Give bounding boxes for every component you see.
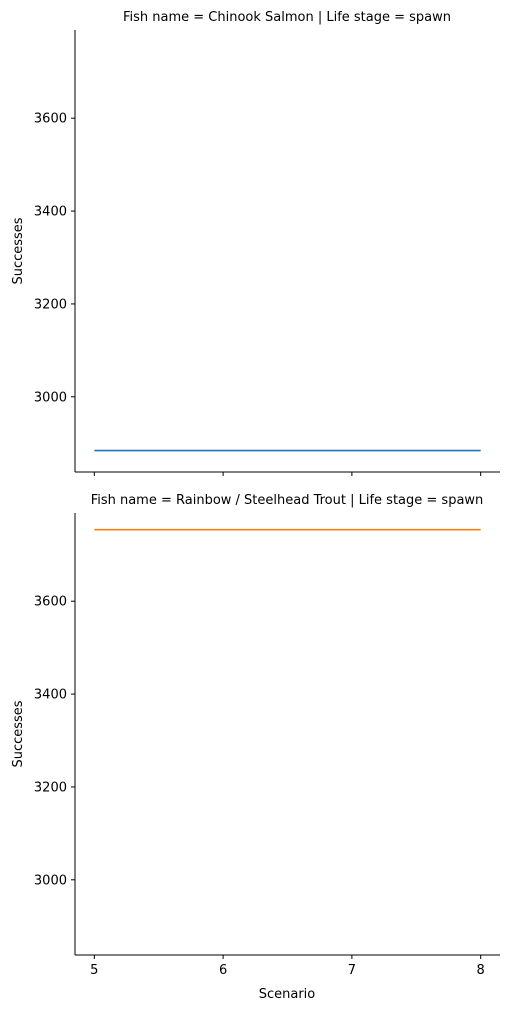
- x-tick-label: 5: [90, 963, 98, 978]
- y-tick-label: 3400: [34, 688, 67, 703]
- tick-group: 3000 3200 3400 3600: [34, 112, 482, 476]
- y-tick-label: 3600: [34, 595, 67, 610]
- x-tick-label: 6: [219, 963, 227, 978]
- y-tick-label: 3000: [34, 873, 67, 888]
- y-tick-label: 3200: [34, 780, 67, 795]
- facet-title: Fish name = Rainbow / Steelhead Trout | …: [91, 493, 484, 508]
- x-tick-label: 7: [348, 963, 356, 978]
- y-axis-label: Successes: [11, 700, 26, 767]
- y-tick-label: 3600: [34, 112, 67, 127]
- x-tick-label: 8: [477, 963, 485, 978]
- tick-group: 3000 3200 3400 3600 5 6 7 8: [34, 595, 485, 978]
- y-tick-label: 3400: [34, 205, 67, 220]
- facet-rainbow-steelhead-trout: Fish name = Rainbow / Steelhead Trout | …: [11, 493, 500, 1002]
- y-tick-label: 3000: [34, 390, 67, 405]
- y-axis-label: Successes: [11, 217, 26, 284]
- y-tick-label: 3200: [34, 297, 67, 312]
- facet-chinook-salmon: Fish name = Chinook Salmon | Life stage …: [11, 10, 500, 476]
- facet-title: Fish name = Chinook Salmon | Life stage …: [123, 10, 451, 25]
- x-axis-label: Scenario: [259, 987, 316, 1002]
